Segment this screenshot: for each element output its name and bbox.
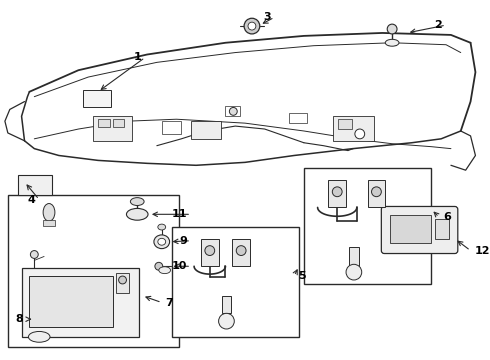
- Bar: [304, 168, 431, 284]
- Bar: [113, 119, 124, 127]
- Circle shape: [355, 129, 365, 139]
- Text: 11: 11: [172, 209, 187, 219]
- Circle shape: [205, 246, 215, 256]
- Circle shape: [371, 187, 381, 197]
- Bar: [83, 90, 111, 107]
- Ellipse shape: [43, 203, 55, 221]
- Ellipse shape: [126, 208, 148, 220]
- Bar: [289, 113, 307, 123]
- Circle shape: [244, 18, 260, 34]
- Ellipse shape: [158, 224, 166, 230]
- Bar: [43, 220, 55, 226]
- Text: 5: 5: [298, 271, 306, 281]
- Circle shape: [236, 246, 246, 256]
- Text: 4: 4: [27, 195, 35, 204]
- Bar: [201, 239, 219, 266]
- Text: 9: 9: [179, 236, 187, 246]
- Text: 3: 3: [263, 12, 270, 22]
- Text: 2: 2: [434, 20, 442, 30]
- Bar: [368, 180, 385, 207]
- Bar: [172, 227, 299, 337]
- Ellipse shape: [130, 198, 144, 206]
- Text: 6: 6: [443, 212, 451, 222]
- Text: 8: 8: [16, 314, 24, 324]
- Bar: [349, 247, 359, 266]
- Bar: [29, 276, 113, 327]
- Circle shape: [248, 22, 256, 30]
- Circle shape: [34, 315, 44, 325]
- Text: 10: 10: [172, 261, 187, 271]
- Bar: [333, 116, 374, 141]
- Bar: [338, 119, 352, 129]
- Circle shape: [155, 262, 163, 270]
- Ellipse shape: [159, 267, 171, 274]
- Circle shape: [219, 313, 234, 329]
- Circle shape: [387, 24, 397, 34]
- Circle shape: [332, 187, 342, 197]
- Bar: [8, 195, 179, 347]
- Bar: [328, 180, 346, 207]
- Ellipse shape: [30, 251, 38, 258]
- Ellipse shape: [385, 39, 399, 46]
- Bar: [221, 296, 231, 313]
- Bar: [232, 239, 250, 266]
- Ellipse shape: [158, 238, 166, 245]
- Bar: [435, 219, 449, 239]
- Text: 12: 12: [474, 246, 490, 256]
- Bar: [225, 107, 240, 116]
- Circle shape: [346, 264, 362, 280]
- Bar: [116, 273, 129, 293]
- FancyBboxPatch shape: [381, 207, 458, 253]
- Ellipse shape: [28, 332, 50, 342]
- Bar: [191, 121, 220, 139]
- Text: 7: 7: [166, 297, 173, 307]
- Bar: [162, 121, 181, 134]
- Circle shape: [229, 107, 237, 115]
- Bar: [98, 119, 110, 127]
- Circle shape: [119, 276, 126, 284]
- Bar: [390, 215, 431, 243]
- Bar: [18, 175, 52, 195]
- Bar: [93, 116, 132, 141]
- Text: 1: 1: [133, 53, 141, 63]
- Bar: [22, 268, 139, 337]
- Ellipse shape: [154, 235, 170, 249]
